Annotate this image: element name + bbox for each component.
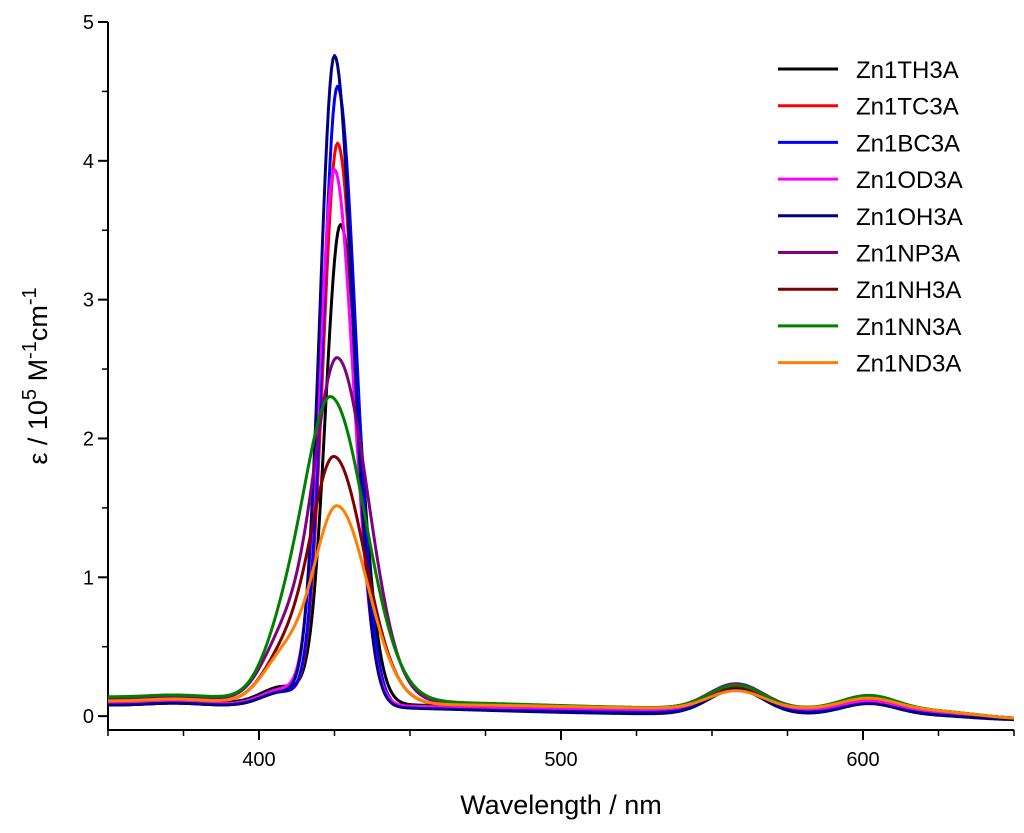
legend-label: Zn1ND3A (856, 351, 961, 378)
y-tick-label: 2 (83, 428, 94, 450)
legend-label: Zn1OD3A (856, 167, 963, 194)
series-line-zn1nd3a (108, 504, 1014, 720)
legend-label: Zn1OH3A (856, 204, 963, 231)
y-axis-title: ε / 105 M-1cm-1 (19, 287, 53, 464)
y-tick-label: 1 (83, 567, 94, 589)
series-lines (108, 54, 1014, 722)
y-axis-title-exp3: -1 (19, 287, 41, 305)
axis-ticks: 400 500 600 0 1 2 3 4 5 (83, 12, 1015, 771)
y-axis-title-exp1: 5 (19, 389, 41, 400)
y-tick-label: 5 (83, 12, 94, 34)
legend-label: Zn1NP3A (856, 241, 960, 268)
legend-label: Zn1NH3A (856, 277, 961, 304)
legend-label: Zn1BC3A (856, 130, 960, 157)
x-tick-label: 400 (242, 749, 275, 771)
series-line-zn1od3a (108, 168, 1014, 720)
legend: Zn1TH3A Zn1TC3A Zn1BC3A Zn1OD3A Zn1OH3A Zn1NP… (778, 57, 963, 378)
y-axis-title-exp2: -1 (19, 341, 41, 359)
series-line-zn1nn3a (108, 395, 1014, 720)
series-line-zn1np3a (108, 356, 1014, 720)
legend-label: Zn1TC3A (856, 94, 959, 121)
series-line-zn1oh3a (108, 54, 1014, 722)
y-tick-label: 4 (83, 151, 94, 173)
series-line-zn1nh3a (108, 454, 1014, 720)
legend-label: Zn1TH3A (856, 57, 959, 84)
y-tick-label: 0 (83, 706, 94, 728)
y-axis-title-mid1: M (23, 359, 53, 389)
y-axis-title-mid2: cm (23, 305, 53, 341)
x-tick-label: 600 (846, 749, 879, 771)
y-tick-label: 3 (83, 290, 94, 312)
legend-label: Zn1NN3A (856, 314, 961, 341)
x-axis-title: Wavelength / nm (460, 790, 662, 820)
y-axis-title-prefix: ε / 10 (23, 400, 53, 465)
x-tick-label: 500 (544, 749, 577, 771)
